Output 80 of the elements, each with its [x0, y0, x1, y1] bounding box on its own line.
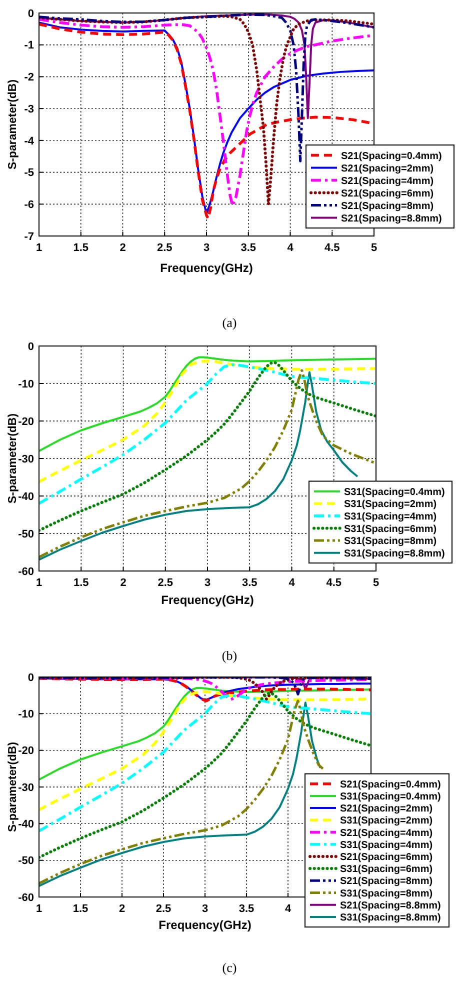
legend-label: S21(Spacing=8.8mm) [341, 213, 442, 224]
legend-label: S21(Spacing=8.8mm) [340, 900, 441, 912]
x-tick-label: 3 [203, 242, 210, 254]
x-tick-label: 2 [120, 242, 126, 254]
legend-label: S21(Spacing=0.4mm) [341, 150, 442, 162]
legend-label: S31(Spacing=2mm) [344, 499, 437, 510]
y-axis-title: S-parameter(dB) [7, 413, 20, 504]
x-tick-label: 4 [287, 242, 294, 254]
legend-label: S31(Spacing=0.4mm) [344, 486, 445, 498]
y-tick-label: 0 [28, 340, 34, 353]
legend-label: S21(Spacing=4mm) [340, 828, 433, 839]
x-tick-label: 4.5 [324, 242, 340, 254]
x-tick-label: 1.5 [72, 903, 88, 915]
legend-label: S31(Spacing=4mm) [340, 840, 433, 851]
y-tick-label: -30 [18, 453, 34, 466]
text: (a) [222, 315, 237, 330]
y-axis-title: S-parameter(dB) [7, 79, 20, 170]
legend-label: S31(Spacing=8.8mm) [344, 548, 445, 560]
text: (b) [222, 648, 238, 663]
y-tick-label: -50 [18, 855, 34, 868]
x-tick-label: 5 [372, 577, 380, 589]
y-tick-label: -50 [18, 528, 34, 540]
legend-label: S21(Spacing=0.4mm) [340, 779, 441, 790]
y-tick-label: -4 [24, 135, 35, 148]
x-axis-title: Frequency(GHz) [158, 918, 252, 932]
y-tick-label: -10 [18, 708, 34, 721]
y-tick-label: -6 [24, 198, 34, 211]
x-tick-label: 2 [120, 577, 126, 589]
x-tick-label: 2.5 [158, 577, 174, 589]
x-tick-label: 2.5 [156, 242, 172, 254]
y-tick-label: -7 [24, 230, 34, 243]
legend-label: S21(Spacing=6mm) [340, 852, 433, 863]
legend-label: S21(Spacing=8mm) [341, 200, 434, 212]
legend-label: S31(Spacing=0.4mm) [340, 791, 441, 802]
x-tick-label: 1 [36, 242, 42, 254]
x-tick-label: 4 [284, 903, 292, 915]
y-tick-label: -2 [24, 72, 34, 84]
y-tick-label: -30 [18, 782, 34, 794]
x-tick-label: 2 [118, 903, 126, 915]
y-tick-label: -40 [18, 490, 34, 503]
y-tick-label: 0 [28, 8, 34, 20]
x-tick-label: 4.5 [326, 577, 342, 589]
y-axis-title: S-parameter(dB) [7, 742, 20, 832]
x-tick-label: 1.5 [73, 577, 89, 589]
y-tick-label: -3 [24, 103, 34, 116]
legend-label: S21(Spacing=2mm) [341, 163, 434, 174]
x-tick-label: 4 [288, 577, 296, 589]
x-tick-label: 2.5 [156, 903, 172, 915]
legend-label: S21(Spacing=4mm) [341, 176, 434, 187]
x-tick-label: 3 [202, 903, 208, 915]
y-tick-label: 0 [28, 672, 34, 684]
legend-label: S31(Spacing=8mm) [344, 536, 437, 548]
y-tick-label: -40 [18, 818, 34, 831]
legend-label: S31(Spacing=4mm) [344, 511, 437, 522]
y-tick-label: -60 [18, 892, 34, 904]
x-tick-label: 3.5 [238, 903, 254, 915]
legend-label: S31(Spacing=8.8mm) [340, 912, 441, 924]
legend-label: S31(Spacing=2mm) [340, 816, 433, 827]
x-tick-label: 1.5 [73, 242, 89, 254]
x-tick-label: 3 [204, 577, 211, 589]
x-axis-title: Frequency(GHz) [160, 261, 253, 275]
legend-label: S21(Spacing=8mm) [340, 876, 433, 888]
x-tick-label: 3.5 [242, 577, 258, 589]
y-tick-label: -20 [18, 745, 34, 758]
y-tick-label: -60 [18, 566, 34, 578]
x-tick-label: 1 [36, 577, 42, 589]
legend-label: S31(Spacing=6mm) [344, 524, 437, 535]
x-tick-label: 5 [370, 242, 378, 254]
y-tick-label: -10 [18, 378, 34, 390]
legend-label: S21(Spacing=6mm) [341, 188, 434, 200]
y-tick-label: -20 [18, 416, 34, 428]
y-tick-label: -1 [24, 40, 34, 52]
legend-label: S21(Spacing=2mm) [340, 804, 433, 815]
x-tick-label: 1 [36, 903, 42, 915]
x-tick-label: 3.5 [240, 242, 256, 254]
y-tick-label: -5 [24, 167, 34, 180]
text: (c) [222, 960, 237, 975]
x-axis-title: Frequency(GHz) [161, 593, 254, 607]
legend-label: S31(Spacing=6mm) [340, 864, 433, 876]
legend-label: S31(Spacing=8mm) [340, 888, 433, 900]
